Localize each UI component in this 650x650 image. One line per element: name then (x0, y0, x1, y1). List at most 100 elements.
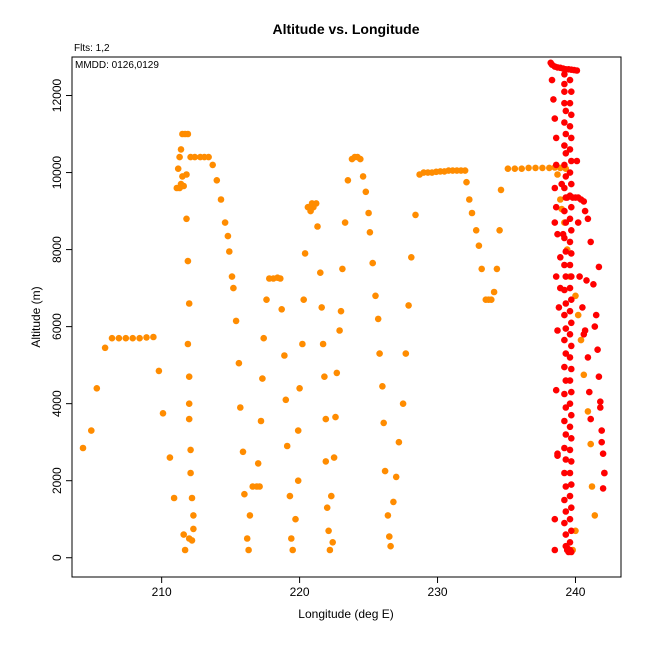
series-1-point (504, 165, 512, 172)
series-1-point (372, 292, 379, 300)
series-2-point (566, 539, 574, 546)
data-points (79, 59, 608, 556)
series-1-point (143, 334, 150, 341)
series-1-point (281, 352, 288, 359)
series-2-point (557, 284, 564, 292)
series-1-point (241, 490, 248, 498)
series-2-point (568, 481, 575, 488)
series-1-point (365, 209, 372, 217)
series-2-point (552, 203, 560, 211)
series-1-point (79, 444, 87, 452)
series-1-point (185, 300, 193, 307)
series-1-point (184, 130, 192, 138)
series-1-point (184, 340, 192, 348)
series-1-point (384, 512, 392, 519)
series-1-point (170, 494, 178, 502)
y-axis-label: Altitude (m) (29, 286, 43, 347)
series-1-point (190, 525, 197, 533)
series-1-point (399, 400, 407, 408)
series-2-point (568, 527, 575, 535)
series-1-point (235, 359, 243, 367)
series-2-point (573, 67, 581, 74)
series-1-point (259, 375, 266, 382)
series-2-point (586, 388, 593, 396)
series-2-point (566, 99, 574, 107)
series-1-point (496, 227, 503, 234)
series-1-point (330, 454, 338, 461)
series-2-point (568, 435, 575, 442)
series-1-point (159, 410, 167, 417)
series-2-point (566, 169, 574, 176)
series-2-point (558, 180, 565, 188)
series-1-point (322, 458, 330, 465)
series-2-point (562, 173, 570, 180)
series-1-point (497, 186, 505, 194)
series-1-point (574, 311, 582, 319)
series-1-point (181, 546, 189, 554)
series-1-point (321, 373, 328, 381)
series-1-point (317, 269, 324, 277)
series-1-point (300, 296, 308, 304)
series-1-point (254, 460, 262, 467)
series-1-point (185, 373, 193, 381)
x-tick-label: 230 (428, 585, 448, 599)
series-2-point (566, 446, 574, 454)
series-1-point (359, 173, 367, 180)
series-2-point (568, 203, 575, 211)
series-1-point (288, 535, 295, 542)
series-2-point (561, 417, 568, 425)
series-2-point (584, 354, 592, 361)
series-1-point (374, 315, 382, 323)
series-2-point (584, 215, 592, 223)
series-2-point (568, 296, 575, 304)
series-1-point (205, 153, 212, 161)
series-1-point (461, 167, 469, 174)
series-1-point (228, 273, 236, 280)
series-2-point (561, 142, 568, 149)
series-1-point (475, 242, 483, 249)
series-1-point (174, 165, 182, 172)
series-1-point (282, 396, 290, 404)
series-1-point (136, 334, 143, 342)
series-2-point (566, 331, 574, 338)
series-1-point (380, 419, 388, 427)
series-2-point (595, 263, 603, 271)
series-2-point (562, 483, 570, 490)
series-2-point (562, 248, 570, 255)
x-tick-label: 210 (152, 585, 172, 599)
x-axis: 210 220 230 240 (152, 577, 586, 599)
series-1-point (392, 473, 400, 481)
x-tick-label: 240 (565, 585, 585, 599)
y-tick-label: 0 (50, 554, 64, 561)
series-2-point (562, 130, 570, 138)
series-1-point (217, 196, 225, 203)
series-2-point (557, 253, 564, 261)
series-1-point (122, 334, 130, 342)
series-2-point (573, 157, 581, 165)
series-1-point (525, 164, 532, 172)
series-2-point (561, 71, 568, 78)
series-2-point (566, 515, 574, 523)
series-2-point (552, 134, 560, 142)
series-2-point (568, 548, 575, 556)
series-1-point (572, 292, 579, 300)
series-1-point (402, 350, 410, 357)
series-1-point (232, 317, 240, 325)
series-1-point (226, 248, 233, 255)
series-1-point (580, 371, 588, 379)
series-1-point (468, 209, 476, 217)
y-tick-label: 12000 (50, 78, 64, 112)
series-2-point (561, 80, 568, 88)
series-1-point (587, 440, 594, 448)
series-1-point (257, 417, 265, 425)
series-2-point (583, 277, 590, 284)
series-1-point (260, 334, 268, 342)
series-1-point (328, 492, 335, 500)
series-1-point (155, 367, 163, 375)
series-2-point (554, 327, 561, 334)
series-2-point (590, 281, 597, 288)
series-1-point (246, 512, 254, 519)
series-2-point (561, 469, 568, 477)
series-1-point (322, 415, 330, 423)
